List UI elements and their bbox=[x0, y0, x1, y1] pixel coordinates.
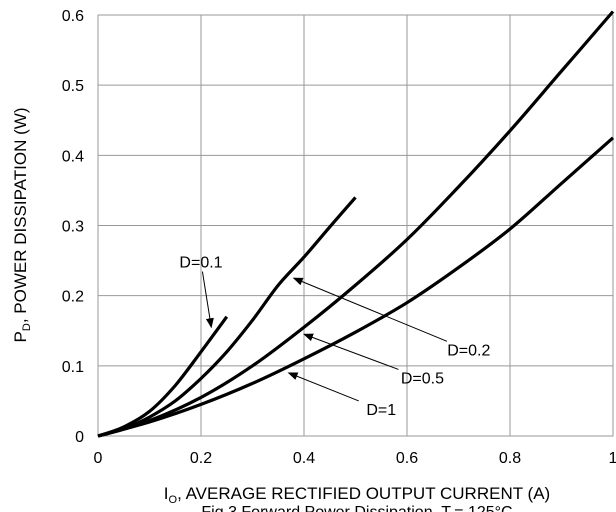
x-tick-label-4: 0.8 bbox=[499, 450, 521, 467]
x-tick-label-0: 0 bbox=[94, 450, 103, 467]
annotation-arrow-d-0-2 bbox=[292, 277, 448, 342]
grid bbox=[97, 14, 614, 437]
y-tick-label-5: 0.5 bbox=[62, 78, 84, 95]
y-tick-label-1: 0.1 bbox=[62, 359, 84, 376]
y-axis-title-sub: D bbox=[21, 323, 33, 331]
annotation-label-d-1: D=1 bbox=[366, 402, 396, 419]
series-line-d-0-5 bbox=[97, 10, 615, 438]
x-axis-title: IO, AVERAGE RECTIFIED OUTPUT CURRENT (A) bbox=[164, 484, 550, 506]
annotation-arrow-d-0-5 bbox=[303, 333, 399, 370]
figure-caption: Fig.3 Forward Power Dissipation, T = 125… bbox=[201, 504, 512, 512]
y-tick-label-4: 0.4 bbox=[62, 148, 84, 165]
x-tick-label-3: 0.6 bbox=[396, 450, 418, 467]
x-tick-label-1: 0.2 bbox=[190, 450, 212, 467]
annotations: D=0.1 D=0.2D=0.5 D=1 bbox=[179, 255, 490, 419]
annotation-arrow-d-1 bbox=[287, 372, 359, 402]
series-line-d-1 bbox=[97, 136, 615, 438]
plot-frame bbox=[97, 14, 614, 437]
series-line-d-0-2 bbox=[97, 196, 357, 438]
annotation-label-d-0-2: D=0.2 bbox=[447, 342, 490, 359]
annotation-label-d-0-5: D=0.5 bbox=[401, 370, 444, 387]
x-axis-title-main: I bbox=[164, 484, 169, 503]
y-axis-title-main: P bbox=[11, 331, 30, 342]
y-tick-label-3: 0.3 bbox=[62, 219, 84, 236]
y-axis-title: PD, POWER DISSIPATION (W) bbox=[11, 108, 33, 343]
x-axis-title-sub: O bbox=[169, 494, 178, 506]
annotation-label-d-0-1: D=0.1 bbox=[179, 255, 222, 272]
tick-labels: 0 0.2 0.4 0.6 0.8 1 0 0.1 0.2 0.3 0.4 0.5 0.6 bbox=[62, 8, 616, 467]
x-tick-label-2: 0.4 bbox=[293, 450, 315, 467]
y-tick-label-6: 0.6 bbox=[62, 8, 84, 25]
annotation-arrow-d-0-1 bbox=[201, 271, 214, 329]
x-tick-label-5: 1 bbox=[609, 450, 616, 467]
y-tick-label-0: 0 bbox=[75, 429, 84, 446]
x-axis-title-rest: , AVERAGE RECTIFIED OUTPUT CURRENT (A) bbox=[177, 484, 550, 503]
y-axis-title-rest: , POWER DISSIPATION (W) bbox=[11, 108, 30, 324]
y-tick-label-2: 0.2 bbox=[62, 289, 84, 306]
series-lines bbox=[97, 10, 615, 438]
